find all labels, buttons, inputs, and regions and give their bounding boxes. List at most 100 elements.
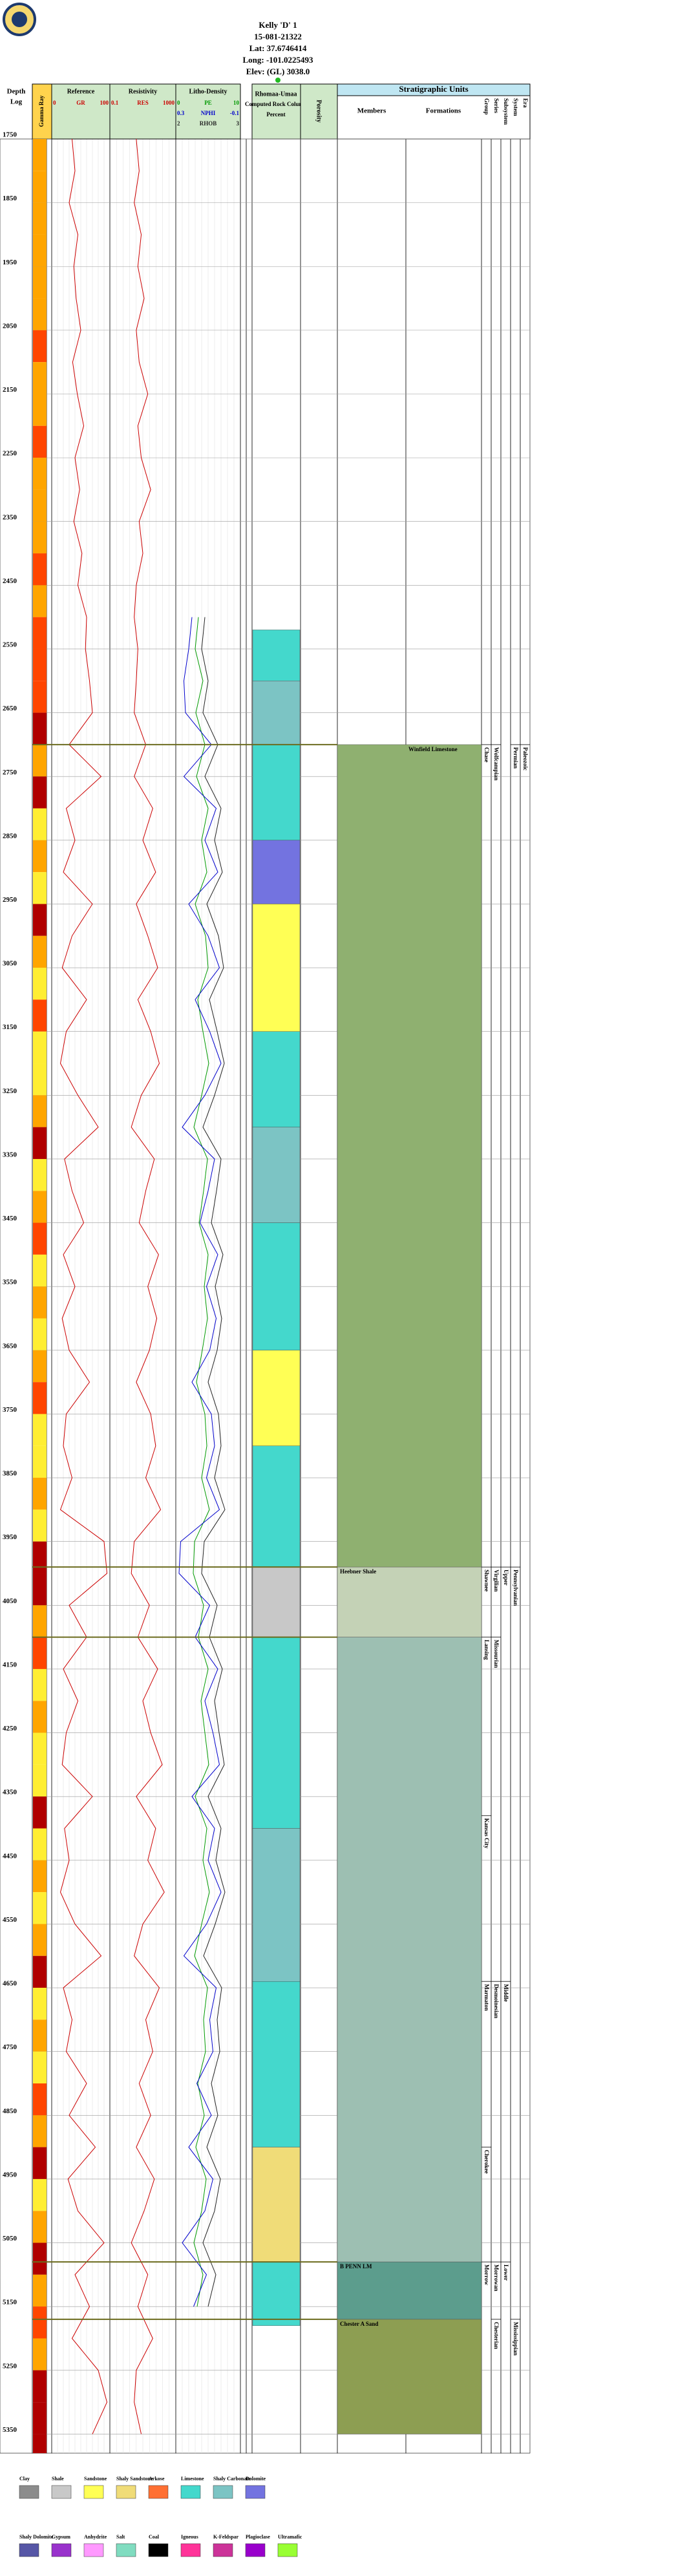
depth-label: 4150 (3, 1661, 17, 1668)
depth-label: 5350 (3, 2426, 17, 2434)
scale-min: 2 (177, 120, 180, 127)
gamma-header-box (32, 83, 52, 140)
logo-center (12, 12, 27, 27)
gamma-color-cell (33, 1031, 47, 1064)
legend-label: Limestone (181, 2476, 204, 2482)
legend-label: Shaly Dolomite (19, 2534, 54, 2540)
column-frame (491, 138, 502, 2454)
gamma-color-cell (33, 362, 47, 394)
gamma-color-cell (33, 840, 47, 873)
track-header-box (51, 83, 111, 140)
unit-name: Pennsylvanian (513, 1570, 519, 1606)
system-header: System (513, 98, 519, 116)
unit-name: Upper (503, 1570, 509, 1586)
depth-label: 2850 (3, 832, 17, 840)
depth-label: 1750 (3, 131, 17, 139)
rock-subheader: Computed Rock Column (245, 101, 307, 107)
gamma-color-cell (33, 2434, 47, 2453)
rock-interval (252, 2147, 301, 2262)
gamma-color-cell (33, 1701, 47, 1733)
depth-label: 2150 (3, 386, 17, 394)
legend-swatch (148, 2543, 169, 2557)
gamma-color-cell (33, 712, 47, 745)
track-title: Resistivity (129, 88, 157, 95)
legend-label: K-Feldspar (213, 2534, 239, 2540)
porosity-header-box (300, 83, 338, 140)
rock-interval (252, 1828, 301, 1982)
depth-label: 4350 (3, 1789, 17, 1796)
member-block (337, 2319, 482, 2434)
member-name: Chester A Sand (340, 2321, 378, 2327)
depth-label: 2550 (3, 641, 17, 649)
rock-interval (252, 840, 301, 904)
legend-label: Dolomite (246, 2476, 266, 2482)
gamma-color-cell (33, 330, 47, 363)
log-header: Log (10, 98, 23, 106)
unit-name: Cherokee (483, 2150, 490, 2174)
unit-name: Wolfcampian (493, 747, 500, 781)
gamma-color-cell (33, 999, 47, 1032)
series-name: NPHI (201, 110, 216, 116)
depth-label: 3750 (3, 1406, 17, 1414)
column-frame (500, 138, 511, 2454)
gamma-color-cell (33, 2147, 47, 2179)
column-frame (0, 138, 33, 2454)
series-name: PE (204, 100, 212, 106)
depth-label: 3350 (3, 1151, 17, 1158)
gamma-color-cell (33, 2402, 47, 2434)
legend-label: Shaly Carbonate (213, 2476, 251, 2482)
legend-swatch (213, 2543, 233, 2557)
gamma-color-cell (33, 234, 47, 267)
log-curve (201, 617, 226, 2307)
gamma-color-cell (33, 776, 47, 809)
rock-interval (252, 1350, 301, 1446)
depth-label: 1950 (3, 259, 17, 266)
gamma-color-cell (33, 1478, 47, 1510)
gamma-color-cell (33, 1063, 47, 1096)
gamma-color-cell (33, 1158, 47, 1191)
legend-swatch (116, 2543, 136, 2557)
legend-swatch (213, 2485, 233, 2499)
legend-swatch (180, 2485, 201, 2499)
column-frame (46, 138, 52, 2454)
group-header: Group (483, 98, 490, 114)
rock-unit: Percent (266, 111, 285, 118)
depth-label: 4250 (3, 1725, 17, 1732)
depth-label: 4050 (3, 1597, 17, 1605)
scale-min: 0.3 (177, 110, 185, 116)
gamma-color-cell (33, 298, 47, 330)
gamma-header: Gamma Ray (38, 95, 45, 127)
gamma-color-cell (33, 1988, 47, 2020)
legend-swatch (19, 2543, 39, 2557)
gamma-color-cell (33, 2242, 47, 2275)
unit-name: Morrow (483, 2264, 490, 2285)
latitude: Lat: 37.6746414 (249, 43, 307, 53)
rock-interval (252, 1637, 301, 1829)
unit-name: Middle (503, 1984, 509, 2002)
depth-label: 3450 (3, 1215, 17, 1222)
track-header-box (109, 83, 176, 140)
depth-label: 3050 (3, 960, 17, 968)
legend-swatch (277, 2543, 298, 2557)
gamma-color-cell (33, 202, 47, 235)
depth-label: 4750 (3, 2043, 17, 2051)
scale-min: 0 (177, 100, 180, 106)
legend-label: Anhydrite (84, 2534, 107, 2540)
gamma-color-cell (33, 1955, 47, 1988)
gamma-color-cell (33, 1286, 47, 1319)
rock-interval (252, 744, 301, 841)
gamma-color-cell (33, 2338, 47, 2370)
gamma-color-cell (33, 2306, 47, 2339)
depth-label: 2650 (3, 705, 17, 712)
unit-name: Morrowan (493, 2264, 500, 2291)
unit-name: Missourian (493, 1640, 500, 1668)
gamma-color-cell (33, 139, 47, 171)
scale-max: 1000 (163, 100, 175, 106)
gamma-color-cell (33, 1764, 47, 1797)
member-name: Winfield Limestone (408, 746, 458, 752)
legend-swatch (245, 2543, 266, 2557)
legend-swatch (180, 2543, 201, 2557)
gamma-color-cell (33, 1445, 47, 1478)
gamma-color-cell (33, 1732, 47, 1765)
unit-name: Lower (503, 2264, 509, 2281)
